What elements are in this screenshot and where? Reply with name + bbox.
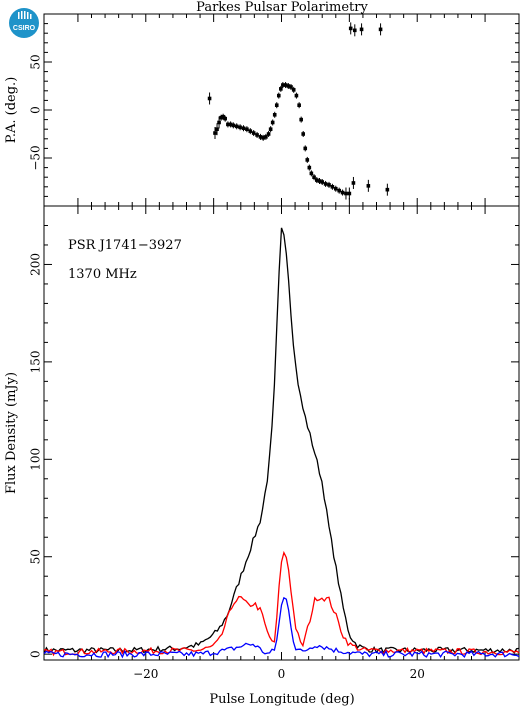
chart-title: Parkes Pulsar Polarimetry <box>196 0 368 15</box>
flux-y-tick-label: 200 <box>29 253 43 276</box>
flux-y-tick-label: 150 <box>29 350 43 373</box>
pa-point <box>213 131 217 135</box>
pa-point <box>286 84 291 88</box>
pa-point <box>314 178 319 182</box>
pa-point <box>255 133 259 137</box>
pa-point <box>330 185 335 189</box>
flux-y-tick-label: 100 <box>29 448 43 471</box>
pa-point <box>283 83 288 87</box>
pa-point <box>320 180 325 184</box>
pa-point <box>217 120 221 125</box>
x-axis-label: Pulse Longitude (deg) <box>209 692 354 707</box>
pa-point <box>291 88 296 92</box>
pa-point <box>305 158 310 162</box>
flux-series-line-1 <box>44 550 520 657</box>
pulsar-name-annotation: PSR J1741−3927 <box>68 238 182 253</box>
pa-point <box>378 27 383 32</box>
flux-series-line-0 <box>43 227 520 655</box>
csiro-logo: CSIRO <box>9 8 39 38</box>
pa-point <box>299 117 303 122</box>
pa-point <box>294 93 299 98</box>
pa-point <box>272 113 277 117</box>
pa-y-axis-label: P.A. (deg.) <box>4 77 19 144</box>
pa-panel: −50 0 50 P.A. (deg.) <box>4 13 520 207</box>
pa-point <box>366 184 371 188</box>
pa-point <box>385 187 390 192</box>
pa-point <box>348 26 353 31</box>
pa-point <box>228 122 233 127</box>
flux-series-line-2 <box>43 596 520 659</box>
pa-point <box>231 123 236 128</box>
csiro-logo-text: CSIRO <box>13 25 36 32</box>
flux-y-tick-label: 0 <box>29 650 43 658</box>
pa-point <box>238 125 242 130</box>
pa-point <box>279 87 283 91</box>
pa-point <box>359 27 364 32</box>
pa-point <box>221 114 225 119</box>
pa-point <box>289 85 293 89</box>
pa-point <box>251 131 256 135</box>
pa-point <box>264 135 268 139</box>
pa-point <box>219 115 223 120</box>
pa-point <box>261 136 265 140</box>
pa-point <box>276 93 281 98</box>
flux-y-tick-label: 50 <box>29 549 43 564</box>
pa-point <box>223 116 227 121</box>
pa-point <box>351 181 356 185</box>
pa-point <box>297 103 301 107</box>
pa-point <box>241 126 246 131</box>
pa-y-tick-label: −50 <box>29 145 43 170</box>
pa-y-tick-label: 50 <box>29 54 43 69</box>
flux-x-tick-label: 0 <box>278 667 286 681</box>
pa-point <box>301 132 306 136</box>
pa-point <box>340 190 345 195</box>
pa-point <box>327 183 331 187</box>
pa-point <box>352 28 357 33</box>
pa-point <box>312 175 316 179</box>
pa-point <box>281 83 285 87</box>
pa-point <box>347 191 352 196</box>
pa-point <box>309 171 314 176</box>
flux-panel: 0 50 100 150 200 −20 0 20 PSR J1741−3927 1370 … <box>4 205 520 707</box>
pa-point <box>226 122 230 127</box>
pa-point <box>344 191 348 196</box>
flux-y-axis-label: Flux Density (mJy) <box>4 372 19 494</box>
pa-point <box>317 179 322 183</box>
flux-x-tick-label: −20 <box>133 667 158 681</box>
pa-point <box>274 103 279 107</box>
pa-point <box>234 124 239 129</box>
pa-point <box>258 135 263 139</box>
pa-panel-frame <box>43 13 520 207</box>
pa-point <box>207 96 212 101</box>
pa-point <box>307 165 312 170</box>
flux-x-tick-label: 20 <box>410 667 425 681</box>
pa-point <box>266 132 271 136</box>
pa-point <box>215 127 219 131</box>
pa-point <box>268 127 273 131</box>
pa-point <box>303 146 308 151</box>
pa-point <box>248 129 253 133</box>
pa-point <box>333 186 338 191</box>
pa-point <box>337 188 341 193</box>
pa-y-tick-label: 0 <box>29 106 43 114</box>
pa-point <box>270 120 275 125</box>
pa-point <box>245 127 249 131</box>
pa-point <box>323 182 328 186</box>
frequency-annotation: 1370 MHz <box>68 267 137 282</box>
